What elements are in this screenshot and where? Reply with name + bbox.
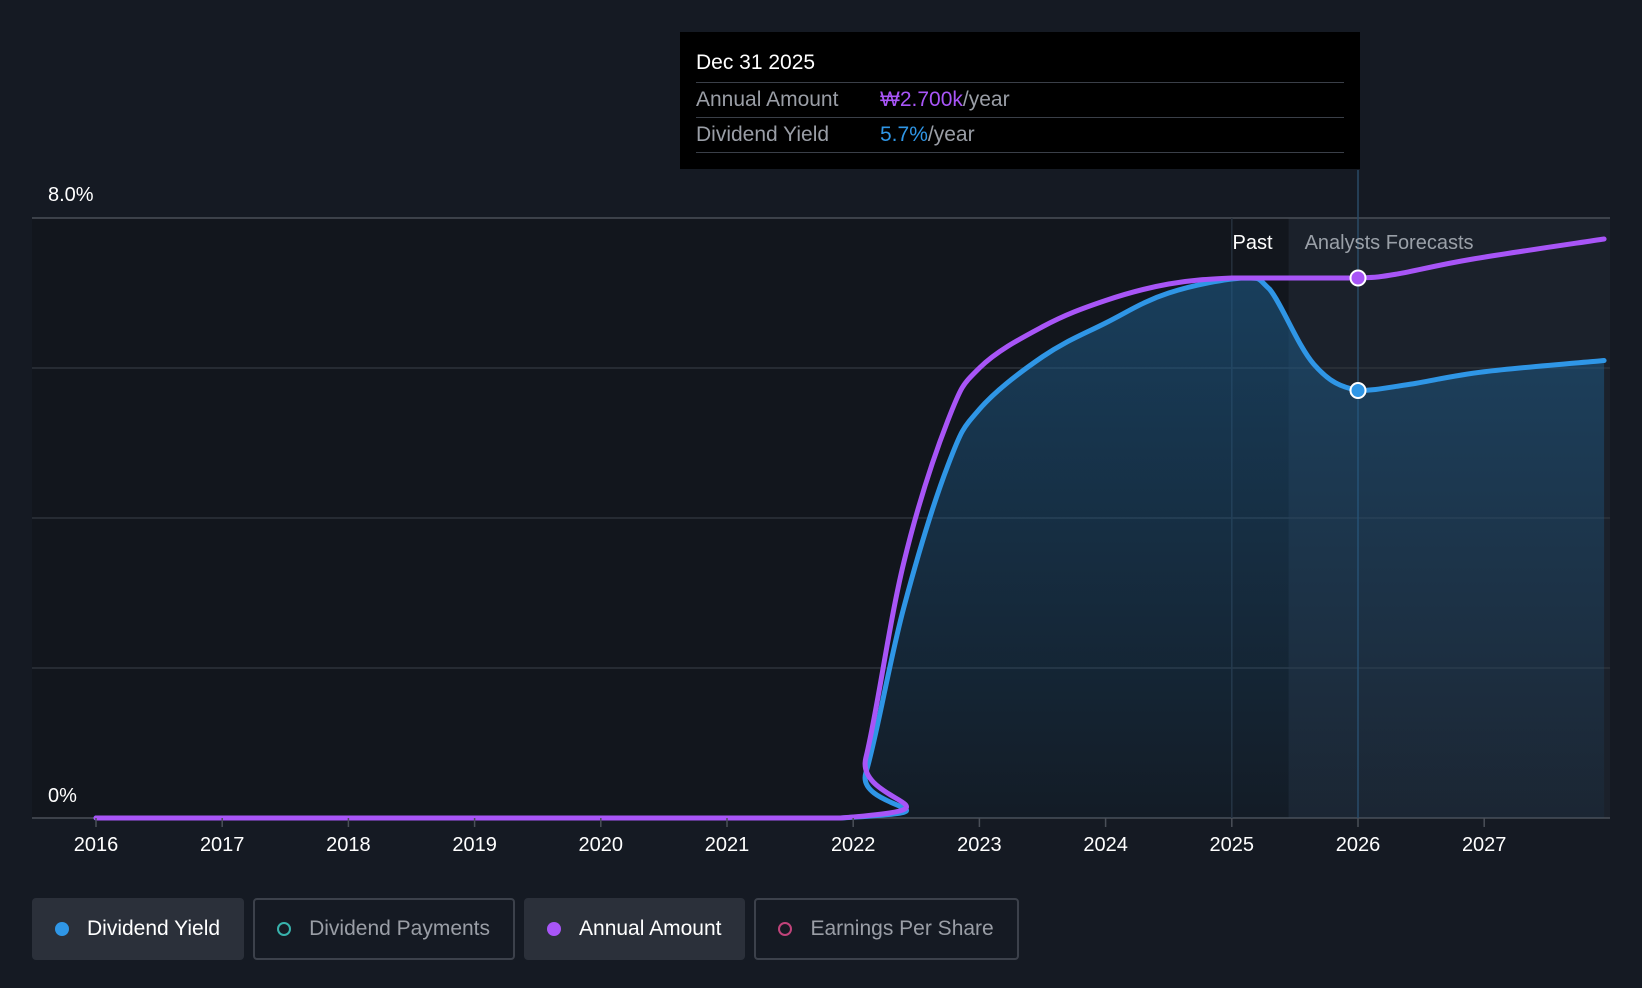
tooltip: Dec 31 2025 Annual Amount ₩2.700k /year …	[680, 32, 1360, 169]
dividend-yield-highlight-point	[1349, 382, 1367, 399]
tooltip-value: ₩2.700k	[880, 88, 963, 111]
x-tick-label: 2023	[957, 834, 1002, 856]
annual-amount-highlight-point	[1349, 269, 1367, 287]
legend-label: Dividend Payments	[309, 917, 491, 940]
x-tick-label: 2020	[579, 834, 624, 856]
legend-dividend-payments[interactable]: Dividend Payments	[253, 898, 516, 960]
tooltip-label: Annual Amount	[696, 88, 839, 111]
x-tick-label: 2022	[831, 834, 876, 856]
forecast-label: Analysts Forecasts	[1305, 232, 1474, 254]
tooltip-value: 5.7%	[880, 123, 928, 146]
legend-dividend-yield[interactable]: Dividend Yield	[32, 898, 245, 960]
legend-label: Earnings Per Share	[810, 917, 994, 940]
x-tick-label: 2018	[326, 834, 371, 856]
tooltip-unit: /year	[927, 123, 975, 146]
tooltip-row-annual-amount: Annual Amount ₩2.700k /year	[696, 83, 1344, 118]
tooltip-row-dividend-yield: Dividend Yield 5.7% /year	[696, 118, 1344, 153]
annual-amount-line	[93, 236, 1607, 821]
x-tick-label: 2019	[452, 834, 497, 856]
tooltip-label: Dividend Yield	[696, 123, 830, 146]
x-tick-label: 2021	[705, 834, 750, 856]
point-layer	[1349, 269, 1367, 399]
y-axis-top-label: 8.0%	[48, 184, 94, 206]
legend-label: Dividend Yield	[87, 917, 221, 940]
tooltip-date: Dec 31 2025	[696, 32, 1344, 83]
dividend-yield-area	[96, 278, 1605, 818]
filled-dot-icon	[55, 922, 69, 936]
x-tick-label: 2017	[200, 834, 245, 856]
legend: Dividend Yield Dividend Payments Annual …	[32, 898, 1019, 960]
past-label: Past	[1233, 232, 1273, 254]
x-tick-label: 2027	[1462, 834, 1507, 856]
x-tick-label: 2025	[1210, 834, 1255, 856]
legend-annual-amount[interactable]: Annual Amount	[524, 898, 746, 960]
x-tick-label: 2026	[1336, 834, 1381, 856]
area-layer	[96, 278, 1605, 818]
legend-label: Annual Amount	[579, 917, 722, 940]
filled-dot-icon	[547, 922, 562, 936]
hollow-dot-icon	[277, 922, 292, 936]
tooltip-unit: /year	[962, 88, 1010, 111]
label-layer: 8.0% 0% 2016 2017 2018 2019 2020 2021 2022 2023 20…	[48, 184, 1506, 856]
legend-earnings-per-share[interactable]: Earnings Per Share	[754, 898, 1019, 960]
x-tick-label: 2024	[1083, 834, 1128, 856]
x-tick-label: 2016	[74, 834, 119, 856]
hollow-dot-icon	[778, 922, 793, 936]
y-axis-bottom-label: 0%	[48, 785, 77, 807]
